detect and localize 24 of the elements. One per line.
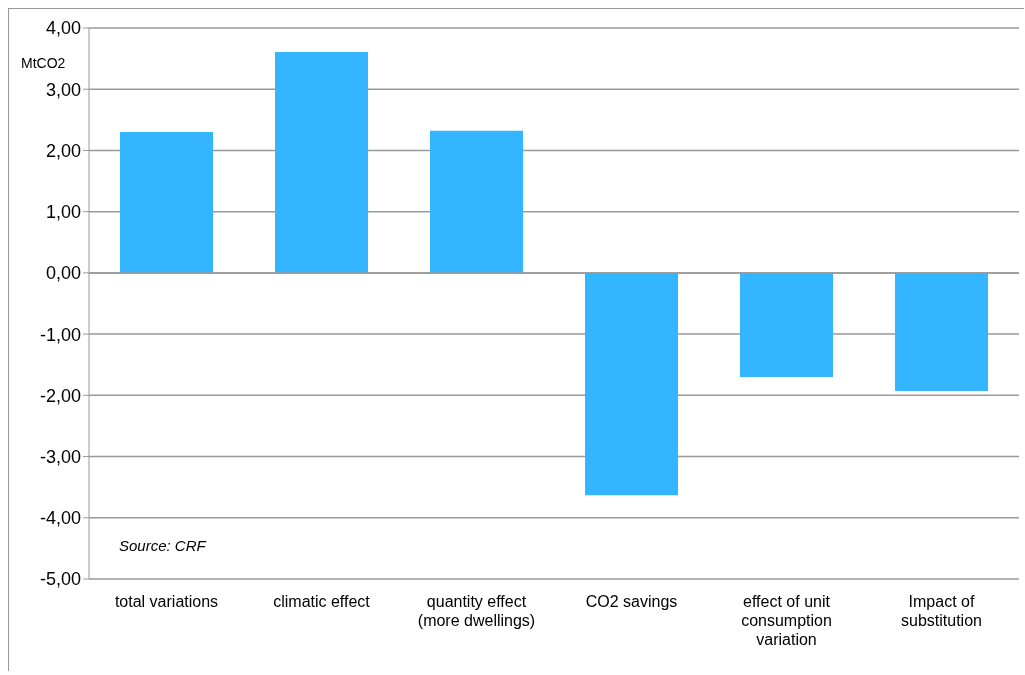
x-tick-label: quantity effect (more dwellings)	[417, 593, 536, 629]
bar	[275, 51, 368, 273]
x-tick-label: CO2 savings	[585, 593, 678, 610]
bar	[740, 272, 833, 377]
y-tick-label: 0,00	[45, 263, 81, 284]
x-tick-label: total variations	[114, 593, 219, 610]
annotation: Source: CRF	[119, 537, 206, 554]
y-axis-title: MtCO2	[21, 55, 66, 71]
y-tick-label: 1,00	[45, 202, 81, 223]
bar	[895, 272, 988, 392]
bar	[430, 130, 523, 273]
y-tick-label: -3,00	[39, 446, 81, 467]
y-tick-label: -2,00	[39, 385, 81, 406]
x-tick-label: Impact of substitution	[901, 593, 982, 629]
x-tick-label: effect of unit consumption variation	[741, 593, 832, 648]
bar	[120, 132, 213, 273]
y-tick-label: 3,00	[45, 79, 81, 100]
y-tick-label: -4,00	[39, 508, 81, 529]
y-tick-label: -1,00	[39, 324, 81, 345]
x-tick-label: climatic effect	[273, 593, 371, 610]
bar	[585, 272, 678, 496]
y-tick-label: -5,00	[39, 569, 81, 590]
y-tick-label: 2,00	[45, 140, 81, 161]
y-tick-label: 4,00	[45, 18, 81, 39]
